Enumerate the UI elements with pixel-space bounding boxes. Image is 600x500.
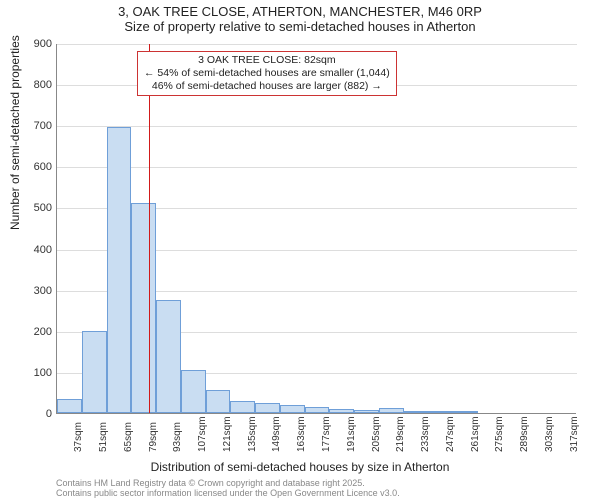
- x-tick-label: 79sqm: [148, 422, 159, 452]
- x-tick-label: 135sqm: [247, 416, 258, 452]
- histogram-bar: [206, 390, 231, 413]
- histogram-bar: [255, 403, 280, 413]
- y-tick-label: 900: [12, 38, 52, 50]
- property-marker-line: [149, 44, 150, 413]
- x-axis-label: Distribution of semi-detached houses by …: [0, 460, 600, 474]
- y-tick-label: 600: [12, 161, 52, 173]
- histogram-bar: [354, 410, 379, 413]
- x-tick-label: 65sqm: [123, 422, 134, 452]
- histogram-bar: [156, 300, 181, 413]
- histogram-bar: [379, 408, 404, 413]
- x-tick-label: 177sqm: [321, 416, 332, 452]
- y-tick-label: 400: [12, 244, 52, 256]
- x-tick-label: 205sqm: [371, 416, 382, 452]
- x-tick-label: 275sqm: [494, 416, 505, 452]
- attribution-footer: Contains HM Land Registry data © Crown c…: [56, 478, 400, 499]
- footer-line-2: Contains public sector information licen…: [56, 488, 400, 498]
- x-tick-label: 149sqm: [271, 416, 282, 452]
- annotation-line-1: 3 OAK TREE CLOSE: 82sqm: [144, 54, 390, 67]
- histogram-bar: [428, 411, 453, 413]
- x-tick-label: 107sqm: [197, 416, 208, 452]
- histogram-bar: [404, 411, 429, 413]
- gridline: [57, 126, 577, 127]
- y-axis-label: Number of semi-detached properties: [8, 35, 22, 230]
- y-tick-label: 300: [12, 285, 52, 297]
- chart-title: 3, OAK TREE CLOSE, ATHERTON, MANCHESTER,…: [0, 0, 600, 34]
- title-line-1: 3, OAK TREE CLOSE, ATHERTON, MANCHESTER,…: [0, 4, 600, 19]
- x-tick-label: 233sqm: [420, 416, 431, 452]
- x-tick-label: 191sqm: [346, 416, 357, 452]
- x-tick-label: 93sqm: [172, 422, 183, 452]
- histogram-bar: [181, 370, 206, 413]
- histogram-bar: [131, 203, 156, 413]
- chart-area: 010020030040050060070080090037sqm51sqm65…: [56, 44, 576, 414]
- x-tick-label: 51sqm: [98, 422, 109, 452]
- histogram-bar: [280, 405, 305, 413]
- footer-line-1: Contains HM Land Registry data © Crown c…: [56, 478, 400, 488]
- histogram-plot: 010020030040050060070080090037sqm51sqm65…: [56, 44, 576, 414]
- x-tick-label: 317sqm: [569, 416, 580, 452]
- histogram-bar: [107, 127, 132, 413]
- y-tick-label: 800: [12, 79, 52, 91]
- y-tick-label: 0: [12, 408, 52, 420]
- x-tick-label: 261sqm: [470, 416, 481, 452]
- annotation-line-2: ← 54% of semi-detached houses are smalle…: [144, 67, 390, 80]
- x-tick-label: 219sqm: [395, 416, 406, 452]
- x-tick-label: 163sqm: [296, 416, 307, 452]
- histogram-bar: [453, 411, 478, 413]
- histogram-bar: [305, 407, 330, 413]
- annotation-line-3: 46% of semi-detached houses are larger (…: [144, 80, 390, 93]
- histogram-bar: [329, 409, 354, 413]
- y-tick-label: 100: [12, 367, 52, 379]
- histogram-bar: [230, 401, 255, 413]
- gridline: [57, 167, 577, 168]
- x-tick-label: 37sqm: [73, 422, 84, 452]
- title-line-2: Size of property relative to semi-detach…: [0, 19, 600, 34]
- annotation-box: 3 OAK TREE CLOSE: 82sqm← 54% of semi-det…: [137, 51, 397, 96]
- gridline: [57, 44, 577, 45]
- y-tick-label: 200: [12, 326, 52, 338]
- y-tick-label: 700: [12, 120, 52, 132]
- x-tick-label: 247sqm: [445, 416, 456, 452]
- histogram-bar: [57, 399, 82, 413]
- x-tick-label: 289sqm: [519, 416, 530, 452]
- x-tick-label: 303sqm: [544, 416, 555, 452]
- x-tick-label: 121sqm: [222, 416, 233, 452]
- y-tick-label: 500: [12, 202, 52, 214]
- histogram-bar: [82, 331, 107, 413]
